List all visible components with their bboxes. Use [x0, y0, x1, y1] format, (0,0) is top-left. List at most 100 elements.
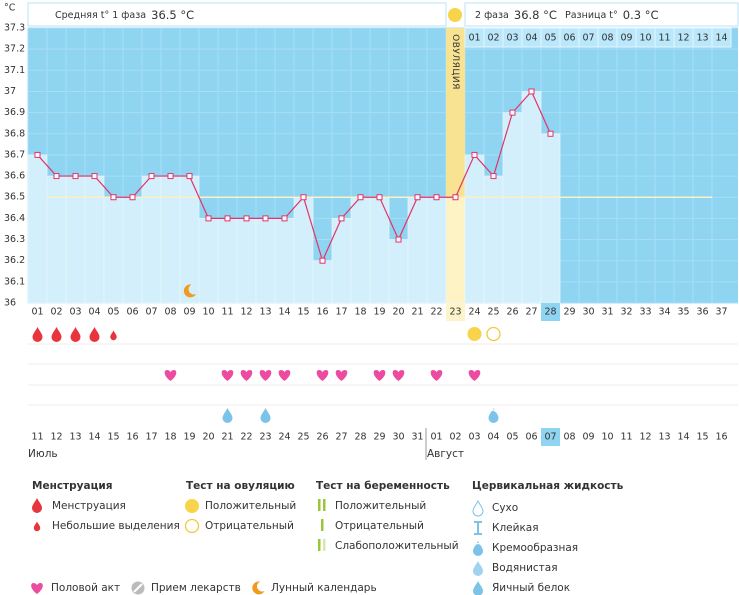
y-tick-label: 36.5 [4, 192, 25, 203]
legend-icon [318, 539, 321, 551]
temperature-point [224, 215, 231, 222]
temperature-bar [179, 175, 200, 304]
temperature-point [110, 194, 117, 201]
temperature-point [205, 215, 212, 222]
date-label: 04 [487, 432, 499, 443]
phase2-day-label: 01 [468, 33, 480, 44]
legend-icon [185, 499, 199, 513]
phase2-day-label: 02 [487, 33, 499, 44]
intercourse-icon [430, 370, 443, 381]
x-tick-label: 14 [278, 307, 290, 318]
date-label: 16 [715, 432, 727, 443]
legend-item: Менструация [52, 500, 126, 512]
date-label: 18 [164, 432, 176, 443]
x-tick-label: 23 [449, 307, 461, 318]
legend-icon [252, 581, 265, 595]
date-label: 21 [221, 432, 233, 443]
temperature-bar [122, 196, 143, 304]
intercourse-icon [259, 370, 272, 381]
temperature-point [281, 215, 288, 222]
legend-item: Небольшие выделения [52, 520, 180, 532]
legend-item: Отрицательный [205, 520, 294, 532]
date-label: 13 [69, 432, 81, 443]
temperature-bar [27, 154, 48, 304]
temperature-point [129, 194, 136, 201]
x-tick-label: 09 [183, 307, 195, 318]
icon-rows [28, 326, 738, 423]
x-tick-label: 04 [88, 307, 100, 318]
menstruation-icon [89, 327, 100, 342]
date-label: 08 [563, 432, 575, 443]
temperature-point [91, 173, 98, 180]
legend-icon [473, 581, 483, 595]
x-tick-label: 36 [696, 307, 708, 318]
cervical-icon-detail [489, 409, 497, 413]
legend: Менструация Менструация Небольшие выделе… [31, 480, 624, 595]
date-label: 12 [639, 432, 651, 443]
phase2-day-label: 07 [582, 33, 594, 44]
temperature-point [338, 215, 345, 222]
phase1-text: Средняя t° 1 фаза 36.5 °С [55, 8, 194, 22]
date-label: 05 [506, 432, 518, 443]
temperature-bar [293, 196, 314, 304]
x-tick-label: 26 [506, 307, 518, 318]
cervical-icon [260, 408, 271, 423]
date-label: 10 [601, 432, 613, 443]
date-label: 22 [240, 432, 252, 443]
legend-item: Кремообразная [492, 542, 578, 554]
x-tick-label: 17 [335, 307, 347, 318]
menstruation-icon [32, 327, 43, 342]
x-tick-label: 22 [430, 307, 442, 318]
temperature-bar [331, 218, 352, 304]
x-tick-label: 27 [525, 307, 537, 318]
x-tick-label: 13 [259, 307, 271, 318]
temperature-bar [426, 196, 447, 304]
month-label: Июль [28, 448, 58, 460]
x-tick-label: 29 [563, 307, 575, 318]
temperature-bar [445, 196, 466, 304]
temperature-point [72, 173, 79, 180]
legend-item: Половой акт [51, 582, 120, 594]
date-label: 12 [50, 432, 62, 443]
legend-icon [31, 583, 43, 594]
y-tick-label: 37.2 [4, 44, 25, 55]
date-label: 14 [88, 432, 100, 443]
x-tick-label: 30 [582, 307, 594, 318]
phase2-day-label: 13 [696, 33, 708, 44]
legend-icon [472, 500, 484, 517]
legend-item: Лунный календарь [271, 582, 377, 594]
x-tick-label: 19 [373, 307, 385, 318]
today-cell [541, 303, 560, 321]
y-unit: °C [4, 3, 16, 14]
x-tick-label: 20 [392, 307, 404, 318]
x-tick-label: 16 [316, 307, 328, 318]
temperature-bar [84, 175, 105, 304]
intercourse-icon [278, 370, 291, 381]
legend-item: Положительный [205, 500, 296, 512]
phase2-day-label: 12 [677, 33, 689, 44]
phase2-day-label: 05 [544, 33, 556, 44]
temperature-point [243, 215, 250, 222]
temperature-bar [198, 218, 219, 304]
intercourse-icon [316, 370, 329, 381]
x-tick-label: 21 [411, 307, 423, 318]
diff-text: Разница t° 0.3 °С [565, 8, 659, 22]
x-tick-label: 10 [202, 307, 214, 318]
x-tick-label: 28 [544, 307, 556, 318]
legend-icon [323, 499, 326, 511]
temperature-point [262, 215, 269, 222]
phase2-day-label: 06 [563, 33, 575, 44]
phase2-day-label: 09 [620, 33, 632, 44]
date-label: 11 [31, 432, 43, 443]
diff-value: 0.3 °С [623, 8, 659, 22]
plot: °C 36 36.1 36.2 36.3 36.4 36.5 36.6 36.7 36.8 36.9… [4, 3, 738, 460]
intercourse-icon [164, 370, 177, 381]
x-tick-label: 24 [468, 307, 480, 318]
phase2-label: 2 фаза [475, 10, 509, 21]
x-tick-label: 31 [601, 307, 613, 318]
y-tick-label: 36.9 [4, 107, 25, 118]
legend-icon [184, 518, 200, 534]
legend-icon [474, 521, 482, 535]
date-label: 11 [620, 432, 632, 443]
temperature-line [37, 90, 552, 263]
